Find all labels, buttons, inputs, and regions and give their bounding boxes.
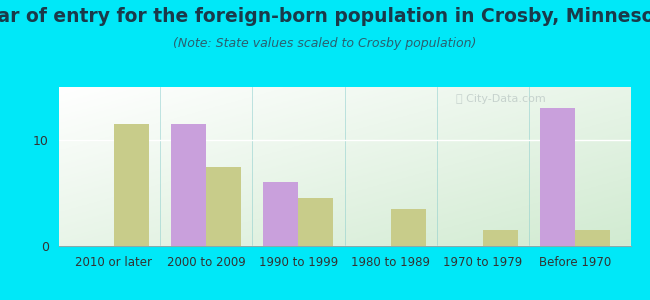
Bar (540, 108, 575, 246)
Text: ⓘ City-Data.com: ⓘ City-Data.com (456, 94, 545, 104)
Text: (Note: State values scaled to Crosby population): (Note: State values scaled to Crosby pop… (174, 38, 476, 50)
Bar (575, 230, 610, 246)
Bar (206, 167, 241, 246)
Bar (483, 230, 518, 246)
Bar (114, 124, 149, 246)
Bar (391, 209, 426, 246)
Bar (171, 124, 206, 246)
Bar (298, 198, 333, 246)
Bar (263, 182, 298, 246)
Text: Year of entry for the foreign-born population in Crosby, Minnesota: Year of entry for the foreign-born popul… (0, 8, 650, 26)
